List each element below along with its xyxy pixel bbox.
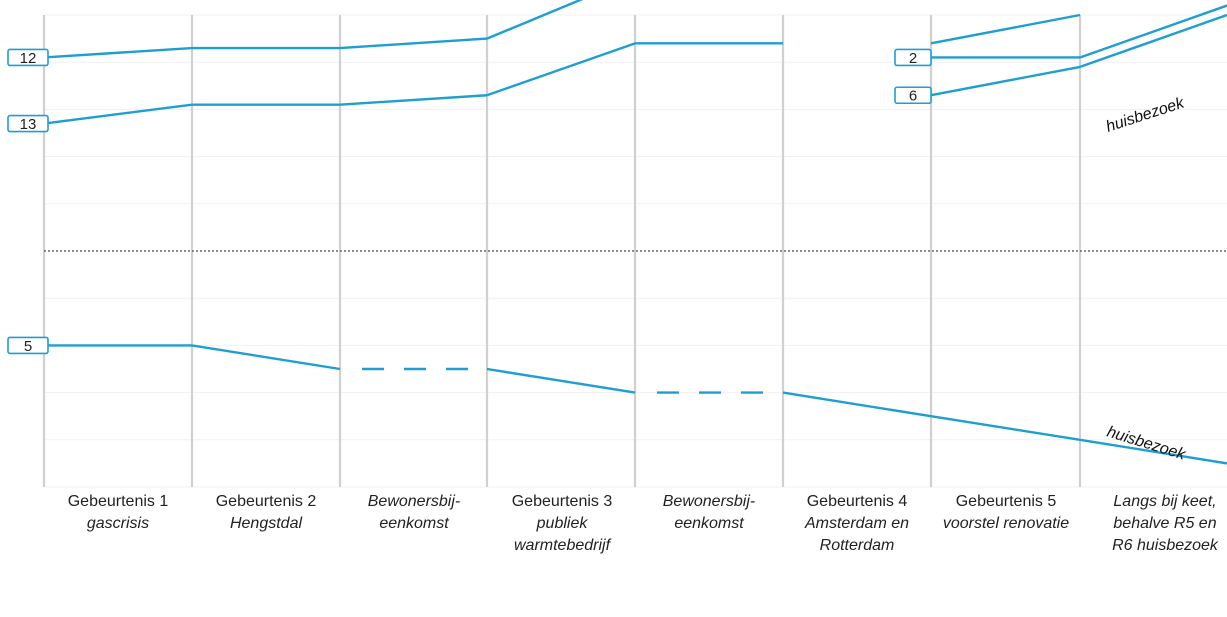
category-label: Gebeurtenis 3 publiek warmtebedrijf [492,491,632,557]
annotation-huisbezoek-top: huisbezoek [1104,94,1187,135]
category-label-line2: eenkomst [379,515,449,532]
series-segment [191,344,341,371]
category-label-line2: Amsterdam en Rotterdam [804,515,910,554]
series-segment [486,367,636,394]
start-label-box [894,48,932,67]
series-segment [339,37,488,50]
start-label: 5 [24,338,32,355]
series-segment [339,94,488,106]
series-segment [1079,13,1227,69]
series-segment [1079,4,1227,59]
category-label-line1: Gebeurtenis 3 [511,493,613,510]
series-line [930,13,1081,45]
series-segment [1079,438,1227,465]
series-segment [782,391,932,418]
category-label-line2: eenkomst [674,515,744,532]
category-label-line2: voorstel renovatie [942,515,1070,532]
category-label-line2: gascrisis [86,515,150,532]
category-label: Gebeurtenis 4 Amsterdam en Rotterdam [787,491,927,557]
start-label: 6 [909,88,917,105]
category-label: Langs bij keet, behalve R5 en R6 huisbez… [1110,491,1220,557]
category-label-line1: Bewonersbij- [367,493,461,510]
category-label-line1: Langs bij keet, behalve R5 en R6 huisbez… [1112,493,1218,554]
start-label-box [7,114,49,133]
start-label-box [7,48,49,67]
series-segment [486,42,636,97]
series-line [43,0,584,59]
category-label: Gebeurtenis 5 voorstel renovatie [936,491,1076,535]
category-label-line2: publiek warmtebedrijf [513,515,611,554]
category-label-line1: Bewonersbij- [662,493,756,510]
series-line [43,13,1227,125]
series-segment [930,415,1081,441]
series-segment [43,103,193,125]
category-label-line1: Gebeurtenis 1 [67,493,169,510]
series-segment [930,65,1081,97]
category-label-line1: Gebeurtenis 4 [806,493,908,510]
annotation-huisbezoek-bottom: huisbezoek [1105,424,1188,464]
category-label: Gebeurtenis 1 gascrisis [48,491,188,535]
start-label: 2 [909,50,917,67]
start-label-box [7,336,49,355]
series-line [931,4,1227,59]
category-label-line1: Gebeurtenis 2 [215,493,317,510]
series-line [44,344,1227,465]
category-label: Bewonersbij-eenkomst [639,491,779,535]
series-line [930,65,1081,97]
series-segment [486,0,584,40]
series-segment [930,13,1081,45]
category-label: Bewonersbij-eenkomst [344,491,484,535]
series-lines [43,0,1227,465]
series-segment [43,46,193,59]
start-label-box [894,86,932,105]
category-label: Gebeurtenis 2 Hengstdal [196,491,336,535]
series-start-labels: 12 2 13 6 5 [7,48,932,355]
category-label-line2: Hengstdal [229,515,303,532]
category-label-line1: Gebeurtenis 5 [955,493,1057,510]
start-label: 12 [20,50,37,67]
start-label: 13 [20,116,37,133]
